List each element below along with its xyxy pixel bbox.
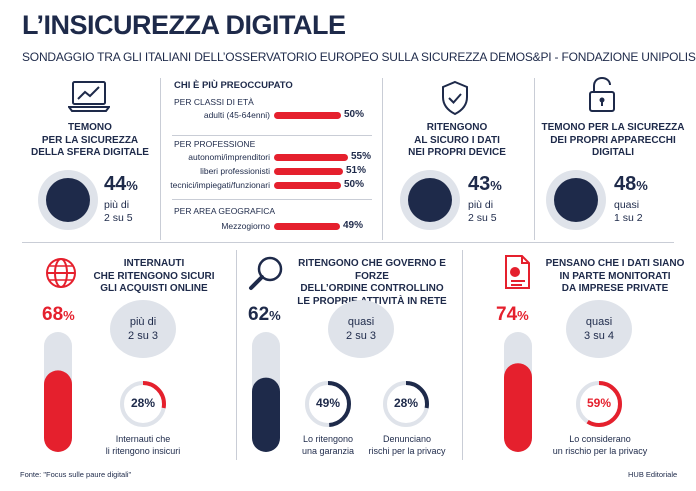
ring-value: 28% bbox=[130, 396, 156, 410]
divider bbox=[382, 78, 383, 240]
magnifier-icon bbox=[249, 256, 283, 290]
source-note: Fonte: "Focus sulle paure digitali" bbox=[20, 470, 132, 479]
bar-liberi bbox=[274, 168, 343, 175]
top-block1-note: più di 2 su 5 bbox=[104, 199, 133, 225]
ring-arc bbox=[120, 381, 166, 427]
page-subtitle: SONDAGGIO TRA GLI ITALIANI DELL’OSSERVAT… bbox=[22, 50, 696, 64]
bar-value: 50% bbox=[344, 179, 365, 190]
divider bbox=[160, 78, 161, 240]
bottom-block3-bubble: quasi 3 su 4 bbox=[566, 300, 632, 358]
divider bbox=[172, 135, 372, 136]
top-block1-value: 44% bbox=[104, 173, 138, 195]
tube-fill bbox=[252, 377, 280, 452]
bottom-block3-tube bbox=[504, 332, 532, 452]
ring-value: 59% bbox=[586, 396, 612, 410]
ring-value: 28% bbox=[393, 396, 419, 410]
top-block1-donut bbox=[38, 170, 98, 230]
bar-value: 50% bbox=[344, 109, 365, 120]
bottom-block1-ring bbox=[120, 381, 166, 427]
bar-value: 49% bbox=[343, 220, 364, 231]
divider bbox=[22, 242, 674, 243]
bottom-block2-ring-2 bbox=[383, 381, 429, 427]
bottom-block2-ring-1 bbox=[305, 381, 351, 427]
bottom-block1-value: 68% bbox=[42, 304, 75, 325]
bar-tecnici bbox=[274, 182, 341, 189]
tube-fill bbox=[504, 363, 532, 452]
unlocked-padlock-icon bbox=[589, 76, 615, 112]
bar-autonomi bbox=[274, 154, 348, 161]
divider bbox=[534, 78, 535, 240]
row-label: Mezzogiorno bbox=[221, 221, 270, 231]
divider bbox=[172, 199, 372, 200]
globe-icon bbox=[46, 258, 76, 288]
top-block4-donut bbox=[546, 170, 606, 230]
row-label: autonomi/imprenditori bbox=[188, 152, 270, 162]
bar-mezzogiorno bbox=[274, 223, 340, 230]
bottom-block1-tube bbox=[44, 332, 72, 452]
row-label: adulti (45-64enni) bbox=[203, 110, 270, 120]
bottom-block3-ring bbox=[576, 381, 622, 427]
ring-arc bbox=[383, 381, 429, 427]
divider bbox=[236, 250, 237, 460]
top-block3-value: 43% bbox=[468, 173, 502, 195]
top-block3-note: più di 2 su 5 bbox=[468, 199, 497, 225]
bar-adulti bbox=[274, 112, 341, 119]
bottom-block2-bubble: quasi 2 su 3 bbox=[328, 300, 394, 358]
top-block4-note: quasi 1 su 2 bbox=[614, 199, 643, 225]
ring-value: 49% bbox=[315, 396, 341, 410]
group-title-area: PER AREA GEOGRAFICA bbox=[174, 206, 276, 216]
document-chart-icon bbox=[505, 255, 530, 289]
top-block1-label: TEMONO PER LA SICUREZZA DELLA SFERA DIGI… bbox=[31, 122, 149, 158]
tube-fill bbox=[44, 370, 72, 452]
ring-caption: Denunciano rischi per la privacy bbox=[368, 434, 446, 456]
top-block4-label: TEMONO PER LA SICUREZZA DEI PROPRI APPAR… bbox=[541, 122, 685, 158]
bottom-block2-value: 62% bbox=[248, 304, 281, 325]
publisher-note: HUB Editoriale bbox=[628, 470, 678, 479]
group-title-profession: PER PROFESSIONE bbox=[174, 139, 256, 149]
ring-caption: Lo ritengono una garanzia bbox=[301, 434, 355, 456]
ring-caption: Lo considerano un rischio per la privacy bbox=[552, 434, 648, 456]
bottom-block2-tube bbox=[252, 332, 280, 452]
bottom-block3-label: PENSANO CHE I DATI SIANO IN PARTE MONITO… bbox=[545, 258, 685, 294]
bottom-block3-value: 74% bbox=[496, 304, 529, 325]
bottom-block1-bubble: più di 2 su 3 bbox=[110, 300, 176, 358]
bar-value: 51% bbox=[346, 165, 367, 176]
middle-heading: CHI È PIÙ PREOCCUPATO bbox=[174, 80, 293, 91]
ring-arc bbox=[576, 381, 622, 427]
ring-caption: Internauti che li ritengono insicuri bbox=[105, 434, 181, 456]
shield-check-icon bbox=[442, 80, 468, 116]
bottom-block2-label: RITENGONO CHE GOVERNO E FORZE DELL’ORDIN… bbox=[297, 258, 447, 307]
ring-arc bbox=[305, 381, 351, 427]
bar-value: 55% bbox=[351, 151, 372, 162]
top-block4-value: 48% bbox=[614, 173, 648, 195]
group-title-age: PER CLASSI DI ETÀ bbox=[174, 97, 254, 107]
laptop-chart-icon bbox=[68, 81, 110, 112]
row-label: tecnici/impiegati/funzionari bbox=[170, 180, 270, 190]
top-block3-label: RITENGONO AL SICURO I DATI NEI PROPRI DE… bbox=[408, 122, 506, 158]
divider bbox=[462, 250, 463, 460]
top-block3-donut bbox=[400, 170, 460, 230]
bottom-block1-label: INTERNAUTI CHE RITENGONO SICURI GLI ACQU… bbox=[93, 258, 215, 294]
row-label: liberi professionisti bbox=[200, 166, 270, 176]
page-title: L’INSICUREZZA DIGITALE bbox=[22, 10, 346, 40]
